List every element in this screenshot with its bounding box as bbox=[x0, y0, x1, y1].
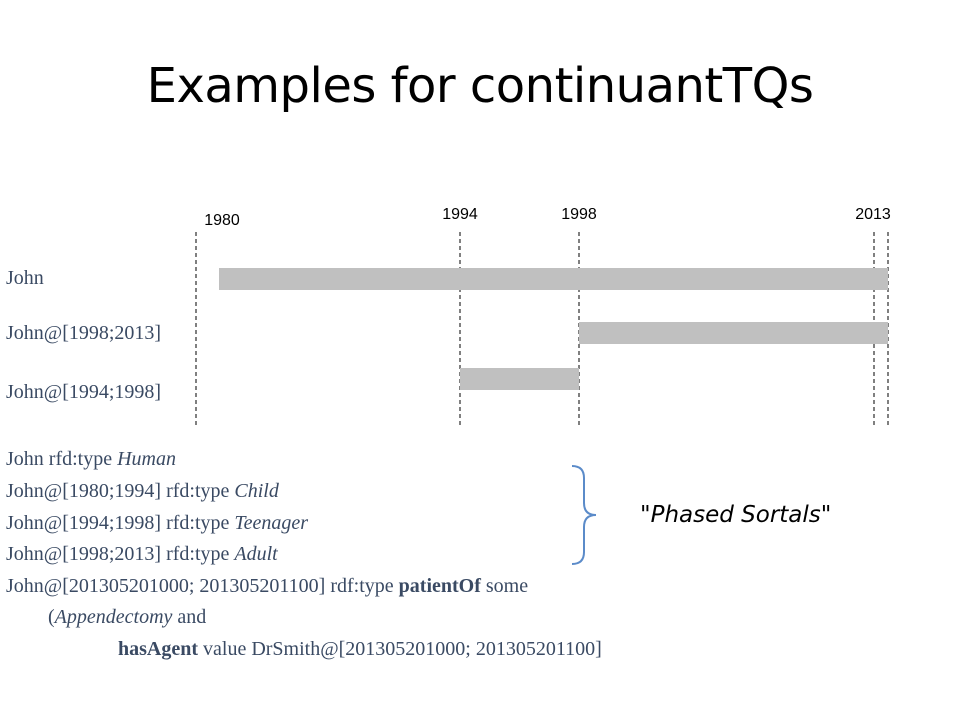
row-label-john-1994-1998: John@[1994;1998] bbox=[6, 381, 162, 403]
interval-bar-2 bbox=[460, 368, 579, 390]
statement-teenager: John@[1994;1998] rfd:type Teenager bbox=[6, 512, 309, 534]
interval-bar-1 bbox=[579, 322, 888, 344]
year-label-2013: 2013 bbox=[855, 206, 891, 223]
complex-statement-line3: hasAgent value DrSmith@[201305201000; 20… bbox=[118, 638, 602, 660]
statement-adult: John@[1998;2013] rfd:type Adult bbox=[6, 543, 278, 565]
complex-statement-line2: (Appendectomy and bbox=[48, 606, 207, 628]
complex-statement-line1: John@[201305201000; 201305201100] rdf:ty… bbox=[6, 575, 529, 597]
statement-human: John rfd:type Human bbox=[6, 448, 176, 470]
phased-sortals-bracket bbox=[571, 465, 597, 565]
row-label-john-1998-2013: John@[1998;2013] bbox=[6, 322, 162, 344]
interval-bar-0 bbox=[219, 268, 888, 290]
statement-child: John@[1980;1994] rfd:type Child bbox=[6, 480, 279, 502]
phased-sortals-callout: "Phased Sortals" bbox=[640, 502, 832, 528]
year-label-1994: 1994 bbox=[442, 206, 478, 223]
row-label-john: John bbox=[6, 267, 44, 289]
year-label-1980: 1980 bbox=[204, 212, 240, 229]
year-label-1998: 1998 bbox=[561, 206, 597, 223]
slide-title: Examples for continuantTQs bbox=[146, 58, 814, 114]
